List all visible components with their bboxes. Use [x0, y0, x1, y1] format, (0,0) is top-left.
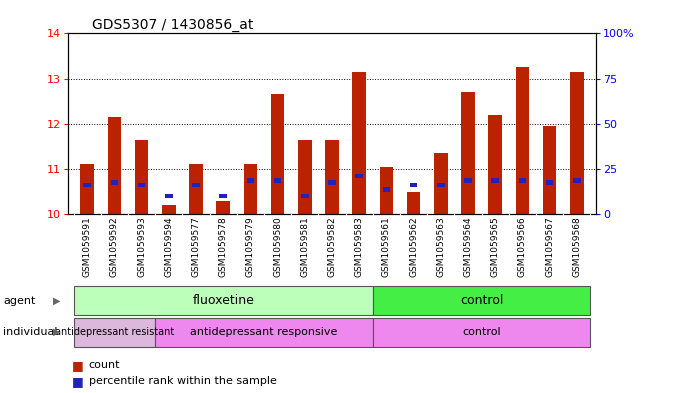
Bar [488, 115, 502, 214]
Text: count: count [89, 360, 120, 371]
Bar [80, 164, 94, 214]
Bar [373, 318, 590, 347]
Bar [461, 92, 475, 214]
Text: GSM1059564: GSM1059564 [464, 216, 473, 277]
Text: GSM1059565: GSM1059565 [491, 216, 500, 277]
Text: GSM1059582: GSM1059582 [328, 216, 336, 277]
Bar [464, 178, 472, 182]
Bar [138, 182, 145, 187]
Text: GSM1059593: GSM1059593 [137, 216, 146, 277]
Bar [189, 164, 203, 214]
Text: GSM1059562: GSM1059562 [409, 216, 418, 277]
Bar [383, 187, 390, 191]
Bar [83, 182, 91, 187]
Bar [155, 318, 373, 347]
Text: GSM1059566: GSM1059566 [518, 216, 527, 277]
Bar [301, 194, 308, 198]
Text: control: control [462, 327, 501, 337]
Bar [379, 167, 393, 214]
Bar [192, 182, 200, 187]
Bar [217, 200, 230, 214]
Text: GSM1059580: GSM1059580 [273, 216, 282, 277]
Bar [570, 72, 584, 214]
Text: GSM1059577: GSM1059577 [191, 216, 200, 277]
Text: GSM1059567: GSM1059567 [545, 216, 554, 277]
Bar [573, 178, 581, 182]
Bar [492, 178, 499, 182]
Text: ■: ■ [72, 359, 83, 372]
Bar [244, 164, 257, 214]
Bar [298, 140, 312, 214]
Text: GSM1059583: GSM1059583 [355, 216, 364, 277]
Bar [162, 205, 176, 214]
Bar [74, 286, 373, 315]
Text: GSM1059568: GSM1059568 [572, 216, 582, 277]
Bar [373, 286, 590, 315]
Text: ■: ■ [72, 375, 83, 388]
Bar [247, 178, 254, 182]
Text: fluoxetine: fluoxetine [192, 294, 254, 307]
Text: agent: agent [3, 296, 36, 306]
Text: GSM1059579: GSM1059579 [246, 216, 255, 277]
Text: control: control [460, 294, 503, 307]
Bar [545, 180, 554, 185]
Text: GSM1059563: GSM1059563 [437, 216, 445, 277]
Bar [219, 194, 227, 198]
Text: GSM1059592: GSM1059592 [110, 216, 119, 277]
Bar [74, 318, 155, 347]
Bar [407, 191, 420, 214]
Bar [110, 180, 118, 185]
Text: ▶: ▶ [53, 327, 61, 337]
Bar [271, 94, 285, 214]
Text: GDS5307 / 1430856_at: GDS5307 / 1430856_at [92, 18, 253, 32]
Text: individual: individual [3, 327, 58, 337]
Text: antidepressant responsive: antidepressant responsive [190, 327, 338, 337]
Bar [437, 182, 445, 187]
Text: antidepressant resistant: antidepressant resistant [54, 327, 174, 337]
Bar [519, 178, 526, 182]
Text: percentile rank within the sample: percentile rank within the sample [89, 376, 276, 386]
Bar [274, 178, 281, 182]
Bar [410, 182, 417, 187]
Text: GSM1059594: GSM1059594 [164, 216, 173, 277]
Bar [543, 126, 556, 214]
Text: GSM1059578: GSM1059578 [219, 216, 227, 277]
Bar [434, 153, 447, 214]
Bar [355, 174, 363, 178]
Bar [326, 140, 338, 214]
Text: ▶: ▶ [53, 296, 61, 306]
Bar [165, 194, 172, 198]
Text: GSM1059561: GSM1059561 [382, 216, 391, 277]
Text: GSM1059581: GSM1059581 [300, 216, 309, 277]
Bar [135, 140, 148, 214]
Bar [108, 117, 121, 214]
Bar [352, 72, 366, 214]
Bar [516, 67, 529, 214]
Text: GSM1059591: GSM1059591 [82, 216, 92, 277]
Bar [328, 180, 336, 185]
